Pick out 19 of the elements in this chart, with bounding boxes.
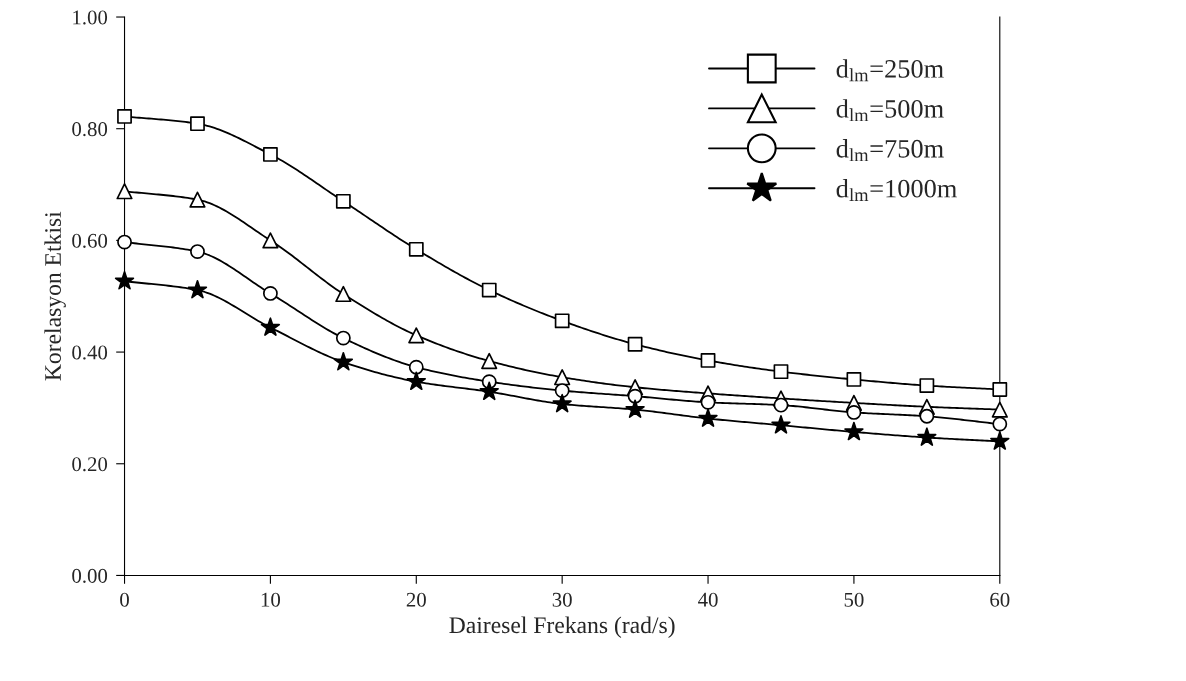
y-tick-label: 0.40 [72,345,108,360]
y-tick-label: 0.80 [72,122,108,137]
x-tick-label: 20 [406,592,426,607]
x-tick-label: 50 [844,592,864,607]
x-tick-label: 40 [698,592,718,607]
y-tick-label: 0.20 [72,457,108,472]
x-tick-label: 30 [552,592,572,607]
x-axis-title: Dairesel Frekans (rad/s) [449,616,675,638]
x-tick-label: 10 [261,592,281,607]
y-tick-label: 0.60 [72,233,108,248]
x-tick-label: 60 [990,592,1010,607]
legend-label: d$_{lm}$=750m [836,139,944,162]
y-axis-title: Korelasyon Etkisi [44,211,66,381]
y-tick-label: 1.00 [73,10,108,25]
legend-label: d$_{lm}$=500m [836,99,944,122]
y-tick-label: 0.00 [72,568,108,583]
legend-label: d$_{lm}$=250m [836,59,944,82]
x-tick-label: 0 [120,592,129,607]
legend-label: d$_{lm}$=1000m [836,179,957,201]
